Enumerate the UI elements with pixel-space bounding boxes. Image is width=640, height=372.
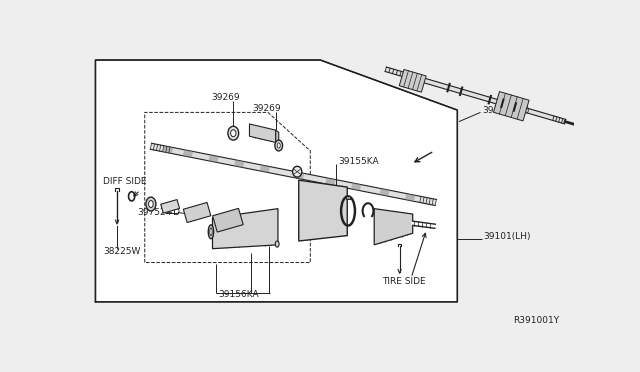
Text: R391001Y: R391001Y (513, 316, 559, 325)
Text: TIRE SIDE: TIRE SIDE (382, 277, 426, 286)
Ellipse shape (148, 201, 153, 208)
Ellipse shape (277, 143, 280, 148)
Polygon shape (294, 171, 304, 179)
Text: 39101(LH): 39101(LH) (482, 106, 529, 115)
Polygon shape (299, 180, 348, 241)
Polygon shape (493, 92, 529, 121)
Polygon shape (276, 130, 279, 142)
Text: 39269: 39269 (211, 93, 239, 102)
Polygon shape (385, 67, 566, 124)
Polygon shape (250, 124, 276, 142)
Polygon shape (183, 202, 211, 222)
Ellipse shape (210, 228, 212, 235)
Polygon shape (260, 165, 270, 173)
Polygon shape (325, 178, 335, 186)
Polygon shape (183, 150, 193, 157)
Polygon shape (209, 155, 219, 163)
Polygon shape (212, 208, 243, 232)
Polygon shape (234, 160, 244, 168)
Text: 39156KA: 39156KA (219, 291, 259, 299)
Ellipse shape (228, 126, 239, 140)
Text: 39752+D: 39752+D (137, 208, 180, 217)
Text: 39101(LH): 39101(LH) (484, 232, 531, 241)
Text: 39155KA: 39155KA (339, 157, 380, 166)
Ellipse shape (146, 197, 156, 211)
Polygon shape (95, 60, 458, 302)
Polygon shape (351, 183, 361, 191)
Polygon shape (163, 146, 173, 154)
Ellipse shape (230, 130, 236, 137)
Polygon shape (374, 209, 413, 245)
Polygon shape (161, 199, 180, 213)
Ellipse shape (208, 225, 214, 239)
Polygon shape (212, 209, 278, 249)
Polygon shape (150, 143, 436, 205)
Ellipse shape (275, 241, 279, 247)
Ellipse shape (292, 166, 302, 177)
Polygon shape (380, 189, 390, 196)
Ellipse shape (275, 140, 283, 151)
Text: 38225W: 38225W (103, 247, 141, 256)
Polygon shape (346, 196, 350, 199)
Polygon shape (405, 193, 415, 201)
Text: DIFF SIDE: DIFF SIDE (103, 177, 147, 186)
Text: 39269: 39269 (253, 104, 281, 113)
Polygon shape (399, 70, 426, 92)
